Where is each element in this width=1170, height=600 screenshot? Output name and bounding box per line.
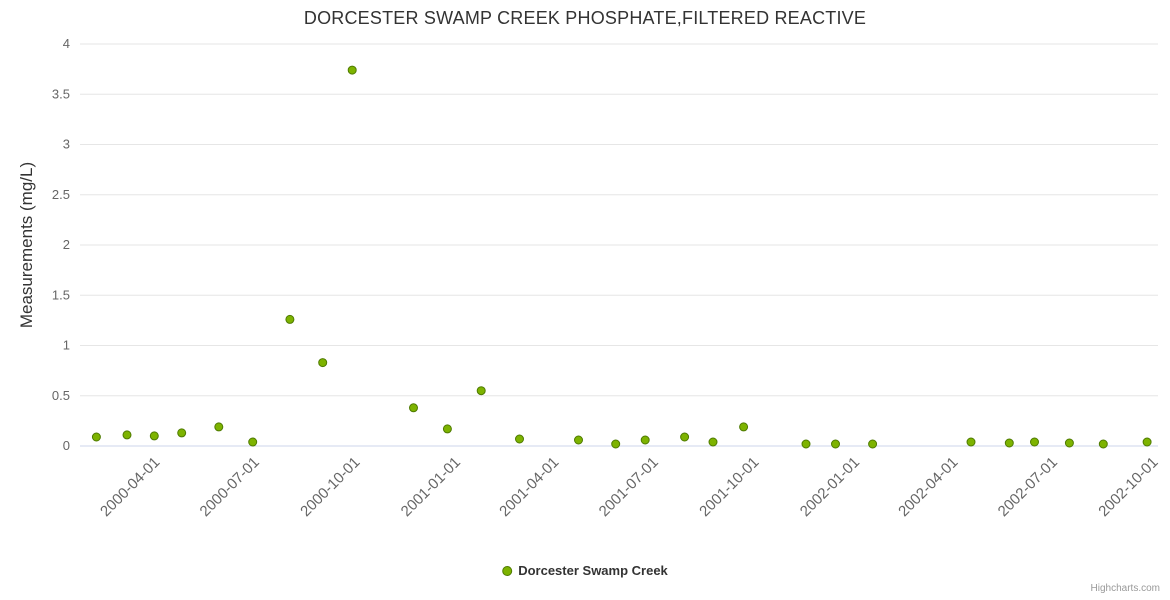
data-point[interactable] [318, 358, 328, 368]
data-point[interactable] [442, 424, 452, 434]
y-tick-label: 3.5 [52, 86, 70, 101]
data-point[interactable] [91, 432, 101, 442]
y-tick-label: 4 [63, 36, 70, 51]
data-point[interactable] [611, 439, 621, 449]
data-point[interactable] [739, 422, 749, 432]
y-tick-label: 2.5 [52, 187, 70, 202]
data-point[interactable] [801, 439, 811, 449]
x-tick-label: 2002-10-01 [1095, 454, 1161, 520]
data-point[interactable] [1098, 439, 1108, 449]
data-point[interactable] [680, 432, 690, 442]
legend-item[interactable]: Dorcester Swamp Creek [502, 563, 668, 578]
x-tick-label: 2002-01-01 [797, 454, 863, 520]
legend-marker-icon [502, 565, 513, 576]
data-point[interactable] [476, 386, 486, 396]
x-tick-label: 2002-04-01 [895, 454, 961, 520]
x-tick-label: 2001-01-01 [398, 454, 464, 520]
y-tick-label: 2 [63, 237, 70, 252]
data-point[interactable] [1004, 438, 1014, 448]
data-point[interactable] [409, 403, 418, 413]
x-tick-label: 2001-04-01 [496, 454, 562, 520]
data-point[interactable] [708, 437, 718, 447]
data-point[interactable] [640, 435, 650, 445]
y-tick-label: 1 [63, 338, 70, 353]
y-tick-label: 0 [63, 438, 70, 453]
x-tick-label: 2002-07-01 [995, 454, 1061, 520]
y-tick-label: 3 [63, 137, 70, 152]
data-point[interactable] [831, 439, 840, 449]
data-point[interactable] [1142, 437, 1152, 447]
data-point[interactable] [347, 65, 357, 75]
chart-title: DORCESTER SWAMP CREEK PHOSPHATE,FILTERED… [303, 8, 867, 28]
x-tick-label: 2000-07-01 [197, 454, 263, 520]
highcharts-credits-link[interactable]: Highcharts.com [1090, 583, 1160, 594]
data-point[interactable] [149, 431, 159, 441]
data-point[interactable] [515, 434, 524, 444]
data-point[interactable] [1030, 437, 1039, 447]
y-tick-label: 0.5 [52, 388, 70, 403]
data-point[interactable] [285, 314, 295, 324]
y-tick-label: 1.5 [52, 287, 70, 302]
legend-label: Dorcester Swamp Creek [518, 563, 668, 578]
data-point[interactable] [122, 430, 132, 440]
data-point[interactable] [177, 428, 187, 438]
data-point[interactable] [1064, 438, 1074, 448]
data-point[interactable] [966, 437, 976, 447]
x-tick-label: 2000-04-01 [97, 454, 163, 520]
data-point[interactable] [248, 437, 258, 447]
data-point[interactable] [574, 435, 583, 445]
data-point[interactable] [214, 422, 224, 432]
x-tick-label: 2001-10-01 [696, 454, 762, 520]
x-tick-label: 2000-10-01 [297, 454, 363, 520]
x-tick-label: 2001-07-01 [596, 454, 662, 520]
data-point[interactable] [868, 439, 878, 449]
